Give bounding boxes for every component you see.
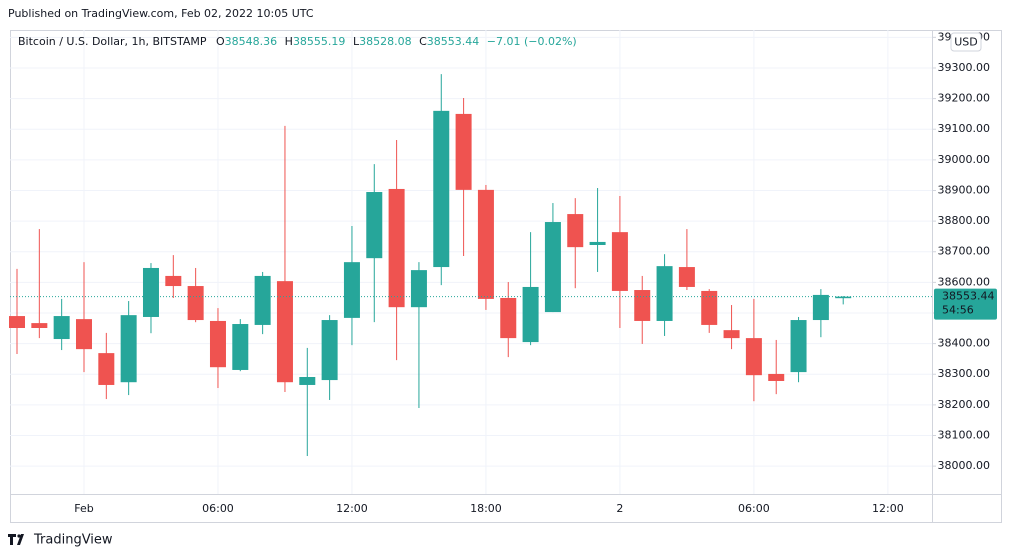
- y-tick-label: 38600.00: [938, 275, 991, 288]
- brand-logo: TradingView: [8, 533, 113, 548]
- legend: Bitcoin / U.S. Dollar, 1h, BITSTAMP O385…: [18, 35, 577, 48]
- high-label: H: [285, 35, 293, 48]
- chart-frame: [10, 30, 1002, 523]
- published-note: Published on TradingView.com, Feb 02, 20…: [8, 7, 314, 20]
- currency-button-bg[interactable]: [950, 32, 982, 52]
- candle-body: [611, 232, 628, 291]
- x-tick-label: 06:00: [738, 502, 770, 515]
- y-tick-label: 38700.00: [938, 245, 991, 258]
- candle-body: [433, 110, 450, 268]
- candle-body: [723, 330, 740, 339]
- open-label: O: [216, 35, 225, 48]
- candle-body: [745, 338, 762, 376]
- candle-body: [53, 316, 70, 340]
- candle-body: [276, 281, 293, 383]
- y-tick-label: 39200.00: [938, 92, 991, 105]
- symbol-title: Bitcoin / U.S. Dollar, 1h, BITSTAMP: [18, 35, 207, 48]
- candle-body: [321, 320, 338, 381]
- y-tick-label: 39100.00: [938, 122, 991, 135]
- candle-body: [120, 315, 137, 383]
- low-value: 38528.08: [359, 35, 412, 48]
- candle-body: [343, 262, 360, 318]
- y-tick-label: 38300.00: [938, 367, 991, 380]
- candle-body: [790, 320, 807, 373]
- candle-body: [388, 188, 405, 308]
- change-value: −7.01 (−0.02%): [487, 35, 577, 48]
- candle-body: [589, 241, 606, 246]
- candle-body: [366, 192, 383, 259]
- candle-body: [254, 275, 271, 325]
- x-tick-label: 12:00: [336, 502, 368, 515]
- candle-body: [656, 266, 673, 321]
- y-tick-label: 38200.00: [938, 398, 991, 411]
- brand-name: TradingView: [33, 533, 113, 548]
- last-price-badge: [934, 288, 997, 320]
- x-tick-label: 06:00: [202, 502, 234, 515]
- candle-body: [142, 267, 159, 317]
- candle-body: [768, 373, 785, 381]
- close-value: 38553.44: [427, 35, 480, 48]
- currency-label[interactable]: USD: [954, 36, 978, 49]
- y-tick-label: 38100.00: [938, 429, 991, 442]
- candle-body: [522, 286, 539, 343]
- candle-body: [634, 290, 651, 321]
- close-label: C: [419, 35, 427, 48]
- open-value: 38548.36: [225, 35, 278, 48]
- x-tick-label: 2: [616, 502, 623, 515]
- candle-body: [410, 270, 427, 308]
- low-label: L: [353, 35, 360, 48]
- last-price-label: 38553.44: [942, 290, 995, 303]
- high-value: 38555.19: [293, 35, 346, 48]
- candle-body: [477, 189, 494, 299]
- y-tick-label: 38400.00: [938, 337, 991, 350]
- candle-body: [232, 324, 249, 370]
- currency-button[interactable]: USD: [950, 32, 982, 52]
- candle-body: [500, 297, 517, 339]
- x-tick-label: 18:00: [470, 502, 502, 515]
- y-tick-label: 38000.00: [938, 459, 991, 472]
- candle-body: [678, 267, 695, 287]
- x-tick-label: 12:00: [872, 502, 904, 515]
- brand-icon-dot: [17, 534, 21, 538]
- candle-body: [165, 275, 182, 287]
- candle-body: [544, 222, 561, 313]
- candle-body: [9, 316, 25, 329]
- candle-body: [299, 377, 316, 385]
- y-tick-label: 39000.00: [938, 153, 991, 166]
- candle-body: [98, 353, 115, 385]
- candle-body: [567, 214, 584, 248]
- candle-body: [835, 296, 852, 299]
- candle-body: [455, 113, 472, 190]
- labels: 38000.00 38100.00 38200.00 38300.00 38400.00…: [74, 30, 997, 515]
- y-tick-label: 38900.00: [938, 183, 991, 196]
- countdown-label: 54:56: [942, 304, 974, 317]
- candle-body: [209, 320, 226, 368]
- candle-body: [701, 290, 718, 325]
- candle-body: [31, 323, 48, 329]
- x-tick-label: Feb: [74, 502, 93, 515]
- candle-body: [812, 294, 829, 321]
- y-tick-label: 39300.00: [938, 61, 991, 74]
- y-tick-label: 38800.00: [938, 214, 991, 227]
- candles: [9, 74, 932, 457]
- candle-body: [75, 319, 92, 350]
- candle-body: [187, 286, 204, 321]
